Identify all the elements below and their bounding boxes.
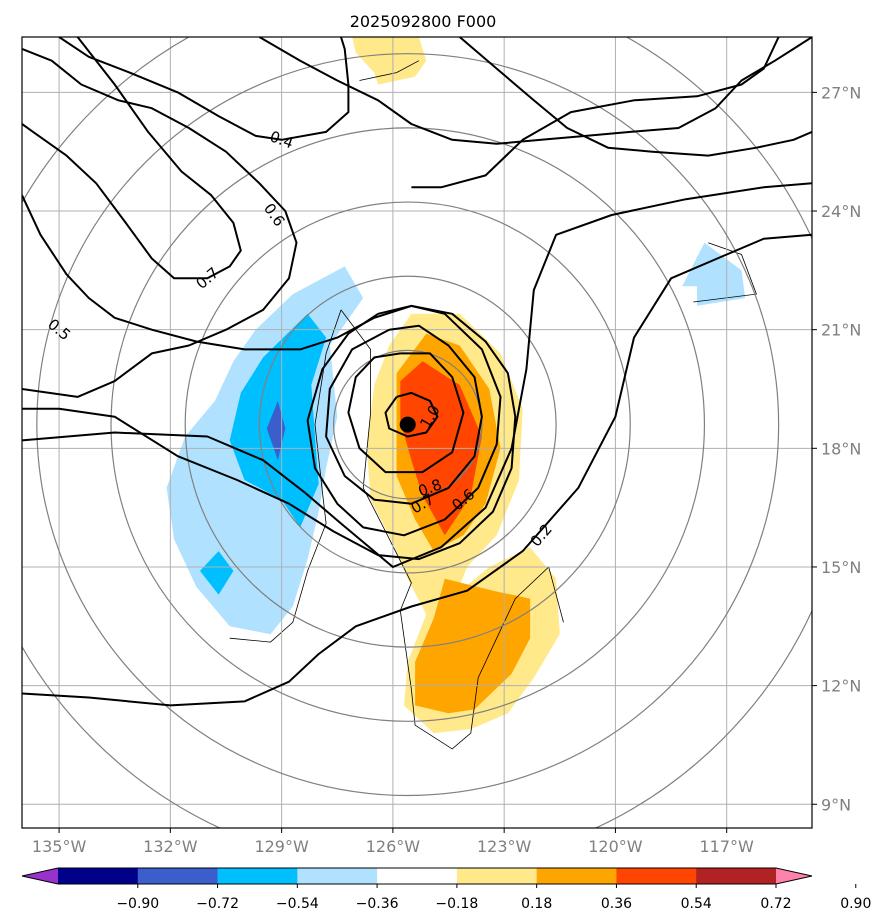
contour-line-9: [306, 304, 502, 537]
colorbar-tick-label: 0.72: [760, 896, 791, 912]
filled-region-2: [200, 551, 234, 595]
zero-outline-0: [340, 309, 564, 750]
gridlines-layer: [22, 37, 812, 828]
zero-outline-2: [693, 242, 757, 303]
y-tick-label: 15°N: [821, 558, 861, 577]
colorbar-tick-label: 0.18: [521, 896, 552, 912]
contour-line-7: [258, 37, 812, 145]
y-tick-label: 9°N: [821, 795, 851, 814]
colorbar-segment: [297, 868, 378, 884]
plot-frame: [21, 36, 813, 829]
colorbar-tick-label: −0.72: [196, 896, 239, 912]
x-tick-label: 117°W: [700, 837, 755, 856]
x-tick-label: 132°W: [143, 837, 198, 856]
filled-region-8: [352, 37, 427, 85]
colorbar-tick-label: 0.90: [840, 896, 871, 912]
y-tick-label: 18°N: [821, 439, 861, 458]
chart-title: 2025092800 F000: [350, 12, 497, 31]
colorbar-outline: [21, 867, 813, 885]
y-tick-label: 21°N: [821, 321, 861, 340]
colorbar-extend-low: [22, 868, 58, 884]
colorbar-tick-label: −0.36: [356, 896, 399, 912]
range-ring: [184, 201, 631, 648]
range-ring: [332, 349, 483, 500]
colorbar-segment: [58, 868, 139, 884]
zero-outline-3: [359, 60, 420, 81]
filled-region-6: [415, 578, 531, 714]
thin-outline-layer: [229, 60, 757, 750]
storm-center-marker: [399, 416, 416, 433]
contour-line-8: [459, 37, 812, 157]
range-ring: [258, 275, 557, 574]
filled-region-3: [266, 400, 286, 461]
colorbar-tick-label: −0.18: [435, 896, 478, 912]
plot-area: 0.40.60.70.51.00.80.7 0.60.2: [22, 37, 812, 828]
range-ring: [110, 127, 706, 722]
contour-line-5: [22, 37, 242, 280]
colorbar-segment: [456, 868, 538, 884]
x-axis-ticks: 135°W 132°W 129°W 126°W 123°W 120°W 117°W: [32, 828, 754, 856]
colorbar-tick-label: 0.54: [681, 896, 712, 912]
colorbar-tick-label: 0.36: [601, 896, 632, 912]
zero-outline-1: [229, 309, 342, 643]
colorbar-segment: [696, 868, 777, 884]
contour-lines-layer: [22, 37, 812, 707]
y-tick-label: 24°N: [821, 202, 861, 221]
range-rings-layer: [22, 37, 812, 828]
x-tick-label: 135°W: [32, 837, 87, 856]
contour-line-12: [384, 391, 439, 438]
colorbar-segment: [217, 868, 298, 884]
contour-line-11: [347, 352, 465, 474]
y-tick-label: 12°N: [821, 677, 861, 696]
contour-line-0: [22, 233, 812, 707]
colorbar-segment: [536, 868, 617, 884]
x-tick-label: 126°W: [366, 837, 421, 856]
x-tick-label: 120°W: [588, 837, 643, 856]
contour-line-3: [22, 194, 517, 561]
colorbar: −0.90 −0.72 −0.54 −0.36 −0.18 0.18 0.36 0.54 0.7…: [21, 867, 871, 912]
contour-line-2: [58, 37, 350, 141]
y-tick-label: 27°N: [821, 83, 861, 102]
contour-line-4: [22, 47, 298, 398]
colorbar-tick-label: −0.90: [116, 896, 159, 912]
x-tick-label: 123°W: [477, 837, 532, 856]
range-ring: [36, 53, 780, 797]
x-tick-label: 129°W: [254, 837, 309, 856]
contour-line-6: [411, 37, 780, 189]
colorbar-extend-high: [776, 868, 812, 884]
contour-line-10: [325, 324, 483, 505]
colorbar-segment: [616, 868, 697, 884]
contour-line-1: [22, 182, 812, 568]
colorbar-segment: [377, 868, 458, 884]
colorbar-segment: [137, 868, 219, 884]
y-axis-ticks: 9°N 12°N 15°N 18°N 21°N 24°N 27°N: [812, 83, 861, 814]
colorbar-tick-label: −0.54: [276, 896, 319, 912]
filled-region-9: [682, 242, 746, 306]
